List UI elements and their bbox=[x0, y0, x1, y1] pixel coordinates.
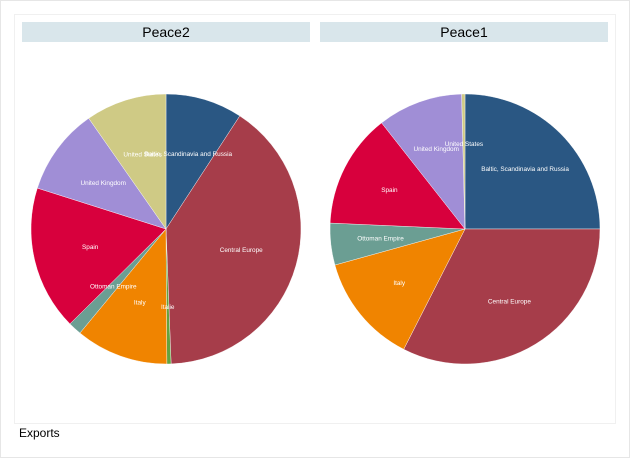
pie-slice-united-kingdom bbox=[381, 93, 466, 230]
slice-label-united-states: United States bbox=[445, 141, 483, 148]
slice-label-italy: Italy bbox=[134, 300, 147, 307]
slice-label-central-europe: Central Europe bbox=[488, 299, 531, 306]
pie-slice-italy bbox=[79, 228, 168, 365]
pie-slice-spain bbox=[30, 187, 167, 325]
slice-label-italie: Italie bbox=[161, 304, 175, 311]
pie-slice-baltic-scandinavia-and-russia bbox=[464, 93, 601, 230]
slice-label-central-europe: Central Europe bbox=[220, 247, 263, 254]
pie-chart-peace1: Baltic, Scandinavia and Russia Central Eu… bbox=[329, 93, 601, 365]
slice-label-baltic-scandinavia-and-russia: Baltic, Scandinavia and Russia bbox=[481, 166, 569, 173]
pie-slice-united-states bbox=[461, 93, 466, 230]
pie-slice-united-kingdom bbox=[37, 118, 167, 230]
slice-label-ottoman-empire: Ottoman Empire bbox=[357, 236, 404, 243]
pie-slice-united-states bbox=[88, 93, 167, 230]
pie-slice-central-europe bbox=[165, 115, 302, 365]
pie-slice-baltic-scandinavia-and-russia bbox=[165, 93, 241, 230]
slice-label-ottoman-empire: Ottoman Empire bbox=[90, 284, 137, 291]
pie-chart-peace2: Baltic, Scandinavia and Russia Central Eu… bbox=[30, 93, 302, 365]
slice-label-united-kingdom: United Kingdom bbox=[413, 146, 458, 153]
pie-slice-spain bbox=[329, 122, 466, 230]
panel-title-left: Peace2 bbox=[22, 22, 310, 42]
slice-label-united-kingdom: United Kingdom bbox=[80, 180, 125, 187]
slice-label-italy: Italy bbox=[393, 280, 406, 287]
chart-note: Exports bbox=[19, 426, 60, 440]
slice-label-baltic-scandinavia-and-russia: Baltic, Scandinavia and Russia bbox=[144, 151, 232, 158]
slice-label-spain: Spain bbox=[82, 244, 99, 251]
slice-label-united-states: United States bbox=[123, 152, 161, 159]
pie-slice-central-europe bbox=[403, 228, 601, 365]
slice-label-spain: Spain bbox=[381, 187, 398, 194]
panel-title-right: Peace1 bbox=[320, 22, 608, 42]
pie-slice-italy bbox=[334, 228, 466, 350]
